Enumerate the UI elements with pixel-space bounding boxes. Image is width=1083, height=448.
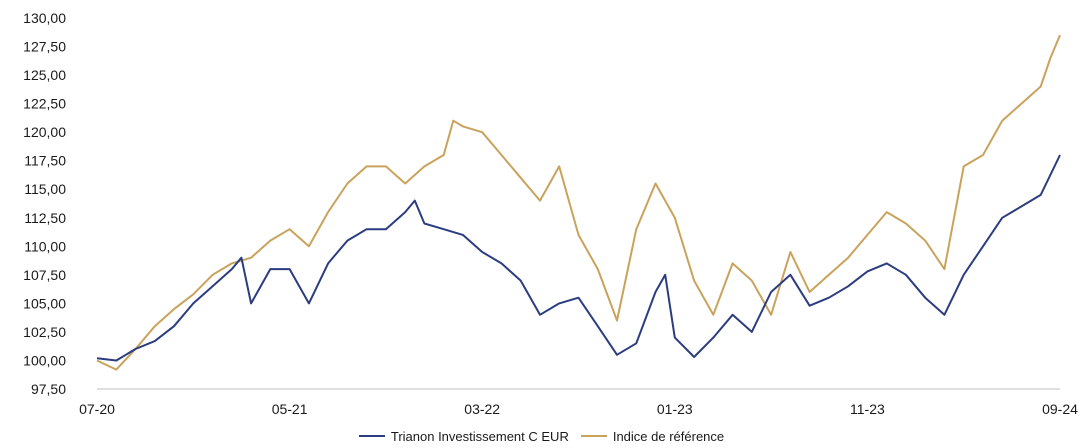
x-tick-label: 01-23: [657, 401, 693, 417]
y-tick-label: 117,50: [24, 153, 66, 169]
series-line-2: [96, 34, 1061, 371]
y-tick-label: 107,50: [23, 267, 66, 283]
y-tick-label: 115,00: [24, 181, 66, 197]
y-tick-label: 112,50: [24, 210, 66, 226]
x-tick-label: 07-20: [79, 401, 115, 417]
y-tick-label: 100,00: [23, 352, 66, 368]
plot-area: [96, 34, 1061, 371]
y-tick-label: 110,00: [24, 238, 66, 254]
series-line-1: [96, 154, 1061, 362]
y-tick-label: 105,00: [23, 295, 66, 311]
y-tick-label: 120,00: [23, 124, 66, 140]
line-chart: 130,00 127,50 125,00 122,50 120,00 117,50 115,…: [23, 10, 1078, 417]
x-tick-label: 09-24: [1042, 401, 1078, 417]
y-tick-label: 122,50: [23, 96, 66, 112]
x-axis: 07-20 05-21 03-22 01-23 11-23 09-24: [79, 388, 1078, 417]
x-tick-label: 11-23: [850, 401, 885, 417]
legend-item-series-2: Indice de référence: [580, 428, 725, 444]
legend-item-series-1: Trianon Investissement C EUR: [358, 428, 569, 444]
y-tick-label: 130,00: [23, 10, 66, 26]
y-tick-label: 127,50: [23, 39, 66, 55]
legend-swatch-series-1: [358, 435, 385, 437]
legend-label-series-2: Indice de référence: [612, 428, 725, 444]
legend: Trianon Investissement C EUR Indice de r…: [0, 426, 1083, 446]
y-tick-label: 97,50: [31, 381, 66, 397]
y-axis: 130,00 127,50 125,00 122,50 120,00 117,50 115,…: [23, 10, 66, 397]
x-tick-label: 05-21: [272, 401, 308, 417]
legend-swatch-series-2: [580, 435, 607, 437]
legend-label-series-1: Trianon Investissement C EUR: [390, 428, 569, 444]
y-tick-label: 102,50: [23, 324, 66, 340]
y-tick-label: 125,00: [23, 67, 66, 83]
x-tick-label: 03-22: [464, 401, 500, 417]
